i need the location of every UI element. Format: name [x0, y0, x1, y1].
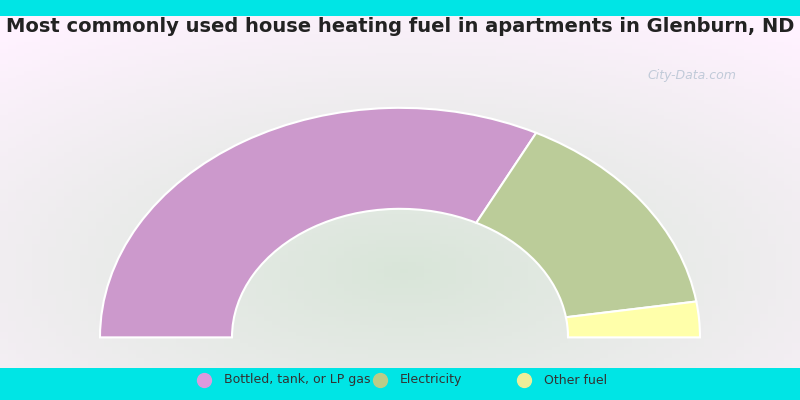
- Text: Other fuel: Other fuel: [544, 374, 607, 386]
- Wedge shape: [566, 302, 700, 337]
- Text: Bottled, tank, or LP gas: Bottled, tank, or LP gas: [224, 374, 370, 386]
- Wedge shape: [100, 108, 536, 337]
- Text: Most commonly used house heating fuel in apartments in Glenburn, ND: Most commonly used house heating fuel in…: [6, 17, 794, 36]
- Text: Electricity: Electricity: [400, 374, 462, 386]
- Wedge shape: [476, 133, 696, 317]
- Text: City-Data.com: City-Data.com: [647, 69, 736, 82]
